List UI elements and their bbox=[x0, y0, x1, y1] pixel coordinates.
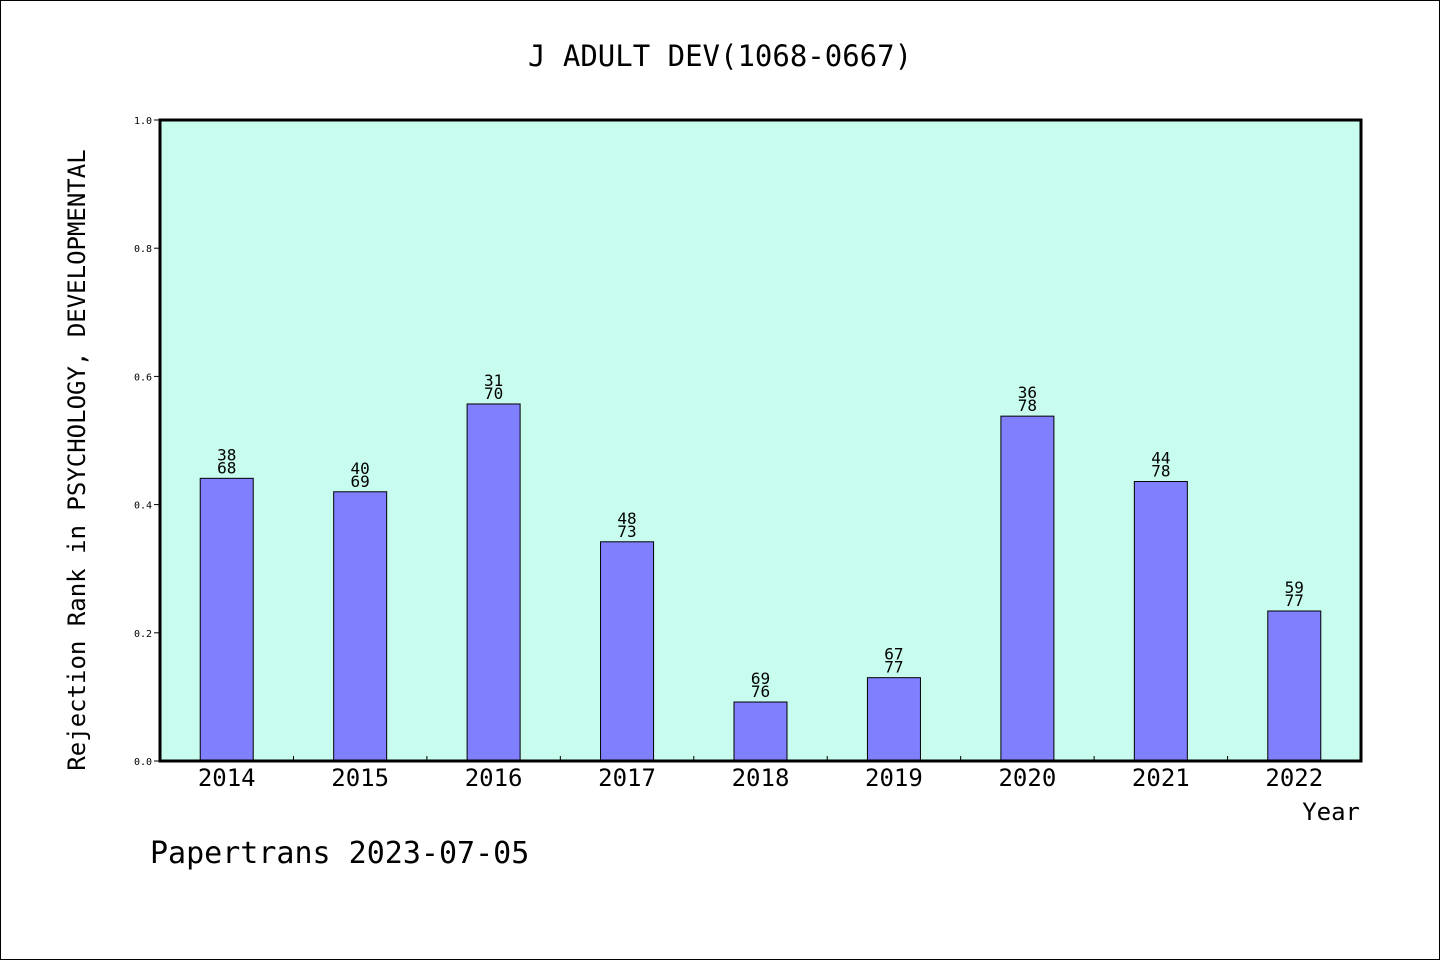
bar-label-bottom-2022: 77 bbox=[1285, 591, 1304, 610]
bar-label-bottom-2018: 76 bbox=[751, 682, 770, 701]
bar-2014 bbox=[199, 477, 254, 762]
bar-label-top-2016: 31 bbox=[484, 371, 503, 390]
bar-label-bottom-2014: 68 bbox=[217, 458, 236, 477]
x-tick-label-2014: 2014 bbox=[198, 764, 256, 792]
y-tick-label-0: 0.0 bbox=[134, 757, 152, 768]
x-tick-label-2020: 2020 bbox=[998, 764, 1056, 792]
bar-2017 bbox=[600, 541, 655, 762]
x-tick-label-2017: 2017 bbox=[598, 764, 656, 792]
bar-label-top-2019: 67 bbox=[884, 645, 903, 664]
bar-label-top-2018: 69 bbox=[751, 669, 770, 688]
bar-label-bottom-2016: 70 bbox=[484, 384, 503, 403]
y-tick-label-2: 0.4 bbox=[134, 501, 152, 512]
y-tick-label-3: 0.6 bbox=[134, 372, 152, 383]
bar-2018 bbox=[733, 701, 788, 762]
bar-2022 bbox=[1267, 610, 1322, 762]
bar-label-bottom-2019: 77 bbox=[884, 658, 903, 677]
footer-credit: Papertrans 2023-07-05 bbox=[150, 836, 529, 871]
y-tick-label-4: 0.8 bbox=[134, 244, 152, 255]
bar-2021 bbox=[1133, 481, 1188, 762]
x-tick-label-2016: 2016 bbox=[465, 764, 523, 792]
y-axis-ticks: 0.0 0.2 0.4 0.6 0.8 1.0 bbox=[134, 116, 160, 768]
y-tick-label-1: 0.2 bbox=[134, 629, 152, 640]
bar-label-top-2017: 48 bbox=[617, 509, 636, 528]
x-tick-label-2015: 2015 bbox=[331, 764, 389, 792]
x-tick-label-2019: 2019 bbox=[865, 764, 923, 792]
bar-2020 bbox=[1000, 415, 1055, 762]
bar-label-top-2020: 36 bbox=[1018, 383, 1037, 402]
y-tick-label-5: 1.0 bbox=[134, 116, 152, 127]
bar-label-bottom-2017: 73 bbox=[617, 522, 636, 541]
bars: 3868201440692015317020164873201769762018… bbox=[198, 371, 1323, 792]
bar-label-bottom-2021: 78 bbox=[1151, 462, 1170, 481]
bar-label-top-2014: 38 bbox=[217, 445, 236, 464]
x-tick-label-2022: 2022 bbox=[1265, 764, 1323, 792]
bar-label-top-2015: 40 bbox=[351, 459, 370, 478]
bar-label-bottom-2020: 78 bbox=[1018, 396, 1037, 415]
bar-2019 bbox=[866, 677, 921, 762]
chart-title: J ADULT DEV(1068-0667) bbox=[528, 39, 912, 73]
x-axis-label: Year bbox=[1302, 798, 1360, 826]
bar-label-top-2021: 44 bbox=[1151, 449, 1170, 468]
x-tick-label-2018: 2018 bbox=[732, 764, 790, 792]
x-tick-label-2021: 2021 bbox=[1132, 764, 1190, 792]
bar-2016 bbox=[466, 403, 521, 762]
bar-label-bottom-2015: 69 bbox=[351, 472, 370, 491]
plot-border bbox=[158, 118, 1363, 763]
bar-2015 bbox=[333, 491, 388, 762]
y-axis-label: Rejection Rank in PSYCHOLOGY, DEVELOPMEN… bbox=[63, 149, 91, 770]
bar-label-top-2022: 59 bbox=[1285, 578, 1304, 597]
